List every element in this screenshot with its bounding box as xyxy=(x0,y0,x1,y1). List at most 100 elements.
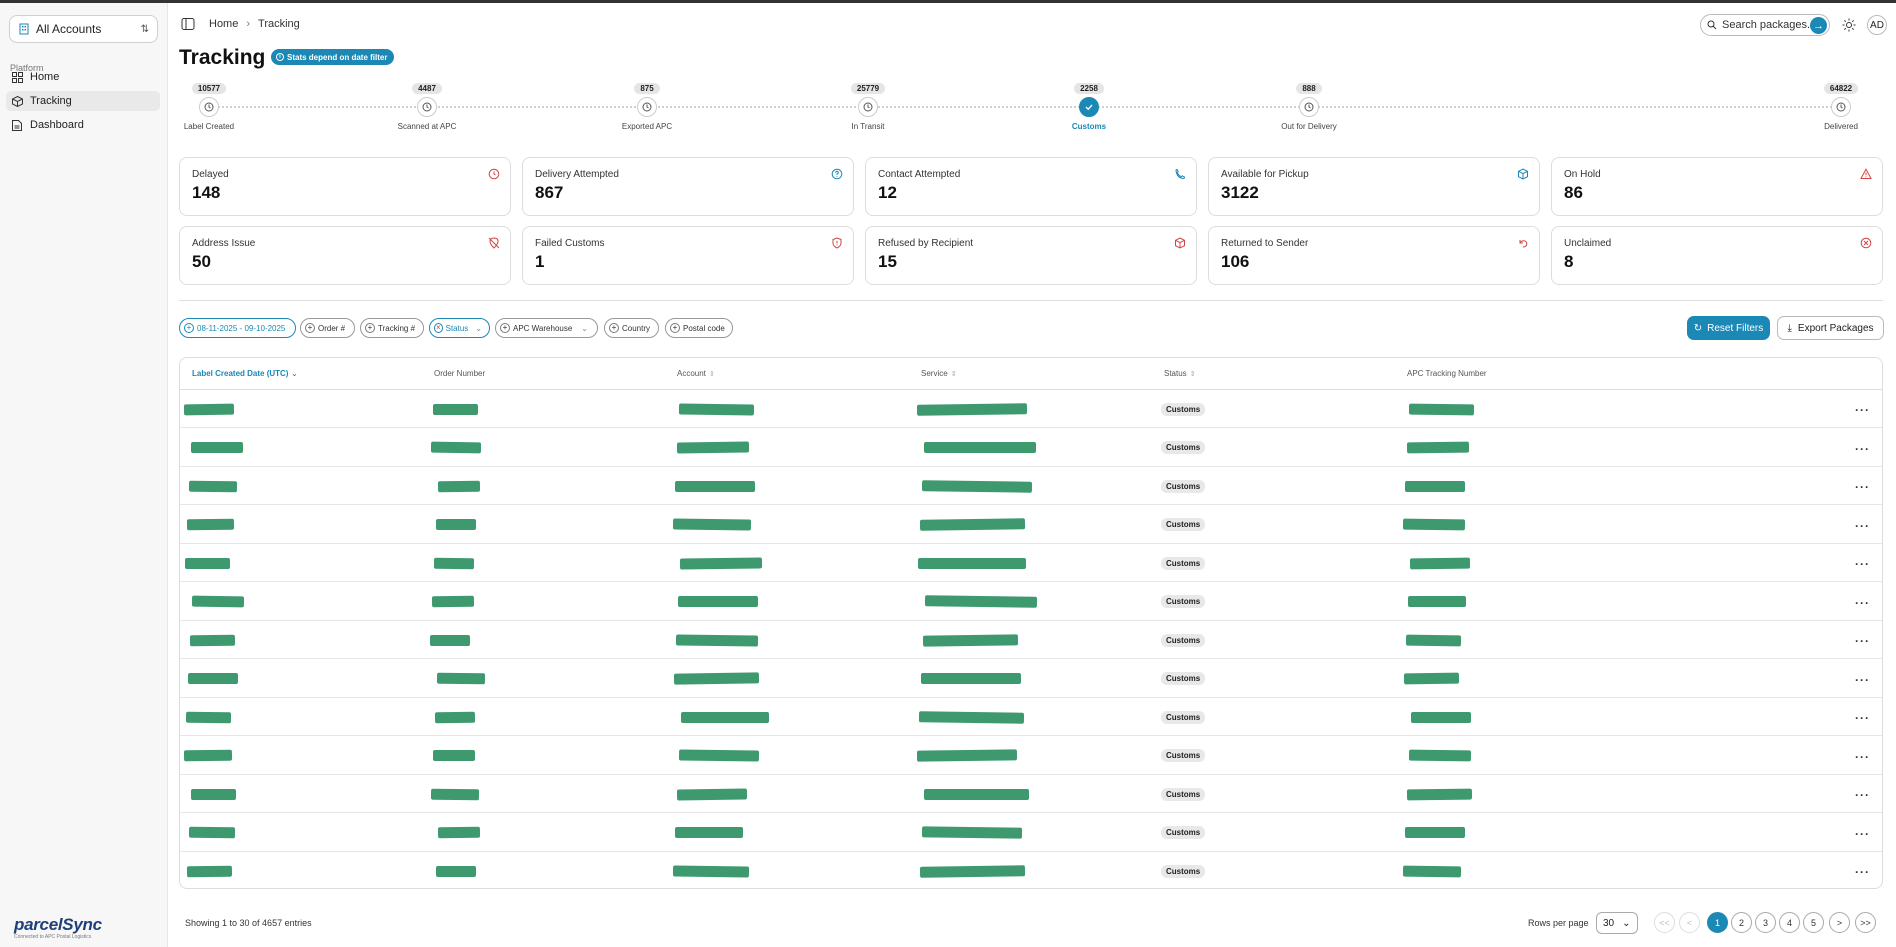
date-range-filter[interactable]: + 08-11-2025 - 09-10-2025 xyxy=(179,318,296,338)
redaction-mark xyxy=(921,826,1023,839)
table-row[interactable]: Customs ··· xyxy=(180,621,1882,659)
redacted-cell xyxy=(916,737,1018,775)
column-header-label-created[interactable]: Label Created Date (UTC) ⌄ xyxy=(192,369,297,378)
table-row[interactable]: Customs ··· xyxy=(180,467,1882,505)
column-header-account[interactable]: Account ⇕ xyxy=(677,369,715,378)
table-row[interactable]: Customs ··· xyxy=(180,583,1882,621)
phone-icon xyxy=(1175,168,1186,180)
sidebar-item-tracking[interactable]: Tracking xyxy=(6,91,160,111)
row-actions-menu-icon[interactable]: ··· xyxy=(1855,518,1870,533)
status-card-refused-by-recipient[interactable]: Refused by Recipient 15 xyxy=(865,226,1197,285)
table-row[interactable]: Customs ··· xyxy=(180,390,1882,428)
last-page-button[interactable]: >> xyxy=(1855,912,1876,933)
step-exported-apc[interactable]: 875 Exported APC xyxy=(587,80,707,131)
tracking-filter[interactable]: + Tracking # xyxy=(360,318,424,338)
search-input[interactable]: Search packages... xyxy=(1722,19,1817,31)
redaction-mark xyxy=(434,711,476,723)
status-card-returned-to-sender[interactable]: Returned to Sender 106 xyxy=(1208,226,1540,285)
table-row[interactable]: Customs ··· xyxy=(180,506,1882,544)
step-label: Customs xyxy=(1071,122,1107,131)
undo-icon xyxy=(1519,240,1528,248)
status-card-label: Delayed xyxy=(192,169,229,180)
step-scanned-at-apc[interactable]: 4487 Scanned at APC xyxy=(367,80,487,131)
breadcrumb-home[interactable]: Home xyxy=(209,18,239,30)
status-filter[interactable]: × Status ⌄ xyxy=(429,318,490,338)
clear-icon[interactable]: × xyxy=(434,323,443,333)
step-in-transit[interactable]: 25779 In Transit xyxy=(808,80,928,131)
status-card-available-for-pickup[interactable]: Available for Pickup 3122 xyxy=(1208,157,1540,216)
row-actions-menu-icon[interactable]: ··· xyxy=(1855,672,1870,687)
warehouse-filter[interactable]: + APC Warehouse ⌄ xyxy=(495,318,598,338)
sidebar-item-label: Dashboard xyxy=(30,119,84,131)
redaction-mark xyxy=(918,557,1026,569)
sidebar-toggle-icon[interactable] xyxy=(181,17,195,31)
export-packages-button[interactable]: ⤓ Export Packages xyxy=(1777,316,1884,340)
page-4-button[interactable]: 4 xyxy=(1779,912,1800,933)
status-card-delayed[interactable]: Delayed 148 xyxy=(179,157,511,216)
status-card-contact-attempted[interactable]: Contact Attempted 12 xyxy=(865,157,1197,216)
row-actions-menu-icon[interactable]: ··· xyxy=(1855,865,1870,879)
order-filter[interactable]: + Order # xyxy=(300,318,355,338)
rows-per-page-select[interactable]: 30 ⌄ xyxy=(1596,912,1638,934)
row-actions-menu-icon[interactable]: ··· xyxy=(1855,557,1870,571)
row-actions-menu-icon[interactable]: ··· xyxy=(1855,441,1870,456)
reset-filters-button[interactable]: ↻ Reset Filters xyxy=(1687,316,1770,340)
table-row[interactable]: Customs ··· xyxy=(180,852,1882,888)
row-actions-menu-icon[interactable]: ··· xyxy=(1855,403,1870,417)
country-filter[interactable]: + Country xyxy=(604,318,659,338)
table-row[interactable]: Customs ··· xyxy=(180,660,1882,698)
first-page-button[interactable]: << xyxy=(1654,912,1675,933)
step-customs[interactable]: 2258 Customs xyxy=(1029,80,1149,131)
table-row[interactable]: Customs ··· xyxy=(180,775,1882,813)
table-row[interactable]: Customs ··· xyxy=(180,429,1882,467)
status-card-address-issue[interactable]: Address Issue 50 xyxy=(179,226,511,285)
sidebar-item-dashboard[interactable]: Dashboard xyxy=(6,115,160,135)
status-card-failed-customs[interactable]: Failed Customs 1 xyxy=(522,226,854,285)
table-row[interactable]: Customs ··· xyxy=(180,698,1882,736)
table-row[interactable]: Customs ··· xyxy=(180,737,1882,775)
sidebar-item-home[interactable]: Home xyxy=(6,67,160,87)
page-2-button[interactable]: 2 xyxy=(1731,912,1752,933)
column-header-service[interactable]: Service ⇕ xyxy=(921,369,957,378)
page-5-button[interactable]: 5 xyxy=(1803,912,1824,933)
row-actions-menu-icon[interactable]: ··· xyxy=(1855,595,1870,610)
page-3-button[interactable]: 3 xyxy=(1755,912,1776,933)
row-actions-menu-icon[interactable]: ··· xyxy=(1855,711,1870,725)
status-card-unclaimed[interactable]: Unclaimed 8 xyxy=(1551,226,1883,285)
redaction-mark xyxy=(1405,634,1462,646)
redacted-cell xyxy=(675,467,755,505)
status-card-on-hold[interactable]: On Hold 86 xyxy=(1551,157,1883,216)
plus-icon: + xyxy=(305,323,315,333)
row-actions-menu-icon[interactable]: ··· xyxy=(1855,634,1870,648)
country-filter-label: Country xyxy=(622,323,651,333)
postal-code-filter[interactable]: + Postal code xyxy=(665,318,733,338)
account-select[interactable]: All Accounts ⇅ xyxy=(9,15,158,43)
avatar[interactable]: AD xyxy=(1867,15,1887,35)
sort-icon: ⇕ xyxy=(1189,370,1196,378)
status-card-delivery-attempted[interactable]: Delivery Attempted 867 xyxy=(522,157,854,216)
building-icon xyxy=(19,23,29,35)
page-1-button[interactable]: 1 xyxy=(1707,912,1728,933)
redaction-mark xyxy=(916,749,1018,762)
redaction-mark xyxy=(672,518,752,531)
row-actions-menu-icon[interactable]: ··· xyxy=(1855,826,1870,841)
step-delivered[interactable]: 64822 Delivered xyxy=(1811,80,1871,131)
step-out-for-delivery[interactable]: 888 Out for Delivery xyxy=(1249,80,1369,131)
table-row[interactable]: Customs ··· xyxy=(180,544,1882,582)
theme-toggle-icon[interactable] xyxy=(1842,18,1856,32)
row-actions-menu-icon[interactable]: ··· xyxy=(1855,480,1870,494)
step-label: Scanned at APC xyxy=(397,122,457,131)
package-icon xyxy=(10,94,24,108)
table-row[interactable]: Customs ··· xyxy=(180,814,1882,852)
step-label-created[interactable]: 10577 Label Created xyxy=(179,80,239,131)
column-header-status[interactable]: Status ⇕ xyxy=(1164,369,1196,378)
status-cell: Customs xyxy=(1161,621,1206,659)
row-actions-menu-icon[interactable]: ··· xyxy=(1855,788,1870,802)
redaction-mark xyxy=(1408,596,1466,607)
prev-page-button[interactable]: < xyxy=(1679,912,1700,933)
search-box[interactable]: Search packages... → xyxy=(1700,14,1830,36)
row-actions-menu-icon[interactable]: ··· xyxy=(1855,749,1870,764)
search-submit-button[interactable]: → xyxy=(1810,17,1827,34)
status-card-label: Available for Pickup xyxy=(1221,169,1309,180)
next-page-button[interactable]: > xyxy=(1829,912,1850,933)
